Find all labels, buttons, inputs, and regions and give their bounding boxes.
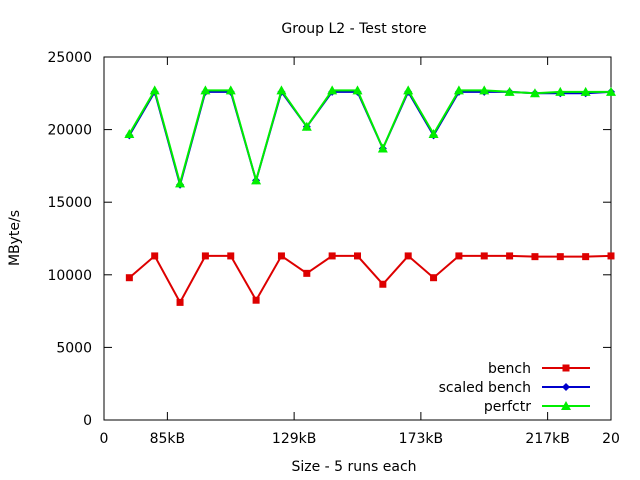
- data-point: [479, 85, 490, 95]
- data-point: [504, 86, 515, 96]
- data-point: [531, 253, 539, 261]
- x-axis-label: Size - 5 runs each: [291, 459, 416, 475]
- data-point: [276, 85, 287, 95]
- x-tick-label: 20: [602, 431, 620, 447]
- data-point: [176, 298, 184, 306]
- data-point: [403, 85, 414, 95]
- x-tick-label: 129kB: [272, 431, 316, 447]
- data-point: [328, 252, 336, 260]
- y-tick-label: 25000: [47, 50, 92, 66]
- data-point: [151, 252, 159, 260]
- y-axis-label: MByte/s: [7, 210, 23, 266]
- series-perfctr: [124, 85, 616, 188]
- x-tick-label: 0: [100, 431, 109, 447]
- data-point: [606, 86, 616, 96]
- data-point: [529, 88, 540, 98]
- plot-area-frame: [103, 56, 612, 421]
- axes: 0 5000 10000 15000 20000 25000 0 85kB 129kB 173kB…: [47, 50, 619, 447]
- data-point: [556, 253, 564, 261]
- data-point: [200, 85, 211, 95]
- legend: bench scaled bench perfctr: [439, 361, 590, 415]
- data-point: [607, 252, 615, 260]
- data-point: [453, 85, 464, 95]
- data-point: [430, 274, 438, 282]
- legend-marker: [562, 364, 570, 372]
- y-tick-label: 10000: [47, 268, 92, 284]
- legend-marker: [561, 401, 571, 410]
- data-point: [251, 175, 262, 185]
- x-tick-label: 173kB: [399, 431, 443, 447]
- data-point: [404, 252, 412, 260]
- series-line: [128, 254, 612, 305]
- data-point: [277, 252, 285, 260]
- data-point: [124, 128, 135, 138]
- data-point: [227, 252, 235, 260]
- data-point: [506, 252, 514, 260]
- legend-marker: [562, 383, 570, 391]
- data-point: [379, 280, 387, 288]
- data-point: [377, 143, 388, 153]
- data-point: [301, 121, 312, 131]
- series-bench: [125, 252, 615, 306]
- data-point: [354, 252, 361, 260]
- data-point: [555, 86, 566, 96]
- y-tick-label: 0: [83, 413, 92, 429]
- x-tick-label: 85kB: [150, 431, 186, 447]
- data-point: [428, 128, 439, 138]
- series-line: [128, 87, 611, 188]
- y-tick-label: 5000: [56, 340, 92, 356]
- data-point: [125, 274, 133, 282]
- legend-label: scaled bench: [439, 380, 531, 396]
- data-point: [480, 252, 488, 260]
- y-tick-label: 20000: [47, 123, 92, 139]
- data-point: [303, 269, 311, 277]
- legend-label: perfctr: [484, 399, 531, 415]
- data-point: [352, 85, 363, 95]
- data-point: [252, 296, 260, 304]
- data-point: [327, 85, 338, 95]
- data-point: [455, 252, 463, 260]
- legend-label: bench: [488, 361, 531, 377]
- x-tick-label: 217kB: [525, 431, 569, 447]
- data-point: [149, 85, 160, 95]
- y-tick-label: 15000: [47, 195, 92, 211]
- data-point: [582, 253, 590, 261]
- data-point: [580, 86, 591, 96]
- data-point: [201, 252, 209, 260]
- series-layer: [124, 85, 616, 306]
- data-point: [175, 178, 186, 188]
- data-point: [225, 85, 236, 95]
- series-scaled-bench: [125, 87, 615, 189]
- chart-title: Group L2 - Test store: [281, 21, 426, 37]
